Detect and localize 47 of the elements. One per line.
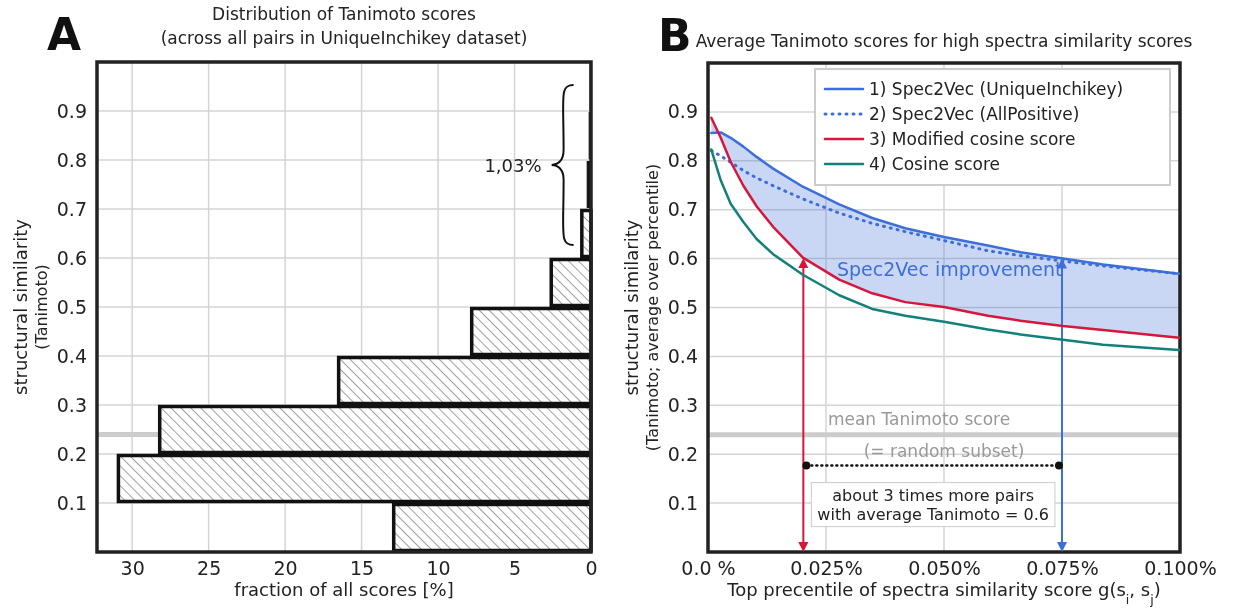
x-tick-label: 0.050%: [908, 557, 981, 580]
y-tick-label: 0.1: [667, 491, 698, 514]
chart-subtitle: (across all pairs in UniqueInchikey dataset): [160, 28, 528, 48]
x-tick-label: 0: [585, 557, 598, 580]
x-tick-label: 25: [197, 557, 222, 580]
y-tick-label: 0.3: [667, 393, 698, 416]
legend-label: 3) Modified cosine score: [869, 129, 1076, 149]
text: B: [658, 10, 692, 61]
y-tick-label: 0.5: [56, 295, 87, 318]
x-axis-title: fraction of all scores [%]: [234, 579, 454, 600]
y-tick-label: 0.9: [56, 99, 87, 122]
annotation: about 3 times more pairs with average Tanimoto = 0.6: [817, 485, 1049, 524]
y-tick-label: 0.7: [56, 197, 87, 220]
x-tick-label: 0.075%: [1026, 557, 1099, 580]
x-tick-label: 20: [273, 557, 298, 580]
legend-label: 4) Cosine score: [869, 154, 1001, 174]
x-tick-label: 5: [508, 557, 522, 580]
y-tick-label: 0.4: [56, 344, 87, 367]
ref-line-label: mean Tanimoto score (= random subset): [827, 408, 1025, 461]
y-tick-label: 0.6: [56, 246, 87, 269]
y-tick-label: 0.8: [667, 149, 698, 172]
y-tick-label: 0.9: [667, 100, 698, 123]
y-axis-title: structural similarity (Tanimoto): [10, 218, 51, 395]
y-tick-label: 0.3: [56, 393, 87, 416]
annotation: 1,03%: [484, 154, 542, 176]
x-tick-label: 0.025%: [790, 557, 863, 580]
y-tick-label: 0.7: [667, 198, 698, 221]
y-tick-label: 0.2: [56, 442, 87, 465]
chart-title: Average Tanimoto scores for high spectra similarity scores: [695, 31, 1193, 51]
x-tick-label: 30: [120, 557, 145, 580]
legend-label: 1) Spec2Vec (UniqueInchikey): [869, 79, 1124, 99]
x-tick-label: 15: [349, 557, 375, 580]
x-tick-label: 0.100%: [1144, 557, 1217, 580]
x-tick-label: 0.0 %: [681, 557, 736, 580]
annotation: Spec2Vec improvement: [836, 258, 1063, 281]
chart-title: Distribution of Tanimoto scores: [212, 4, 477, 24]
legend-label: 2) Spec2Vec (AllPositive): [869, 104, 1080, 124]
text: A: [47, 9, 82, 60]
y-tick-label: 0.1: [56, 491, 87, 514]
y-axis-title: structural similarity (Tanimoto; average over percentile): [621, 163, 662, 452]
y-tick-label: 0.5: [667, 296, 698, 319]
x-axis-title: Top precentile of spectra similarity score g(s$_{i}$, s$_{j}$): [726, 579, 1161, 607]
y-tick-label: 0.2: [667, 442, 698, 465]
y-tick-label: 0.8: [56, 148, 87, 171]
y-tick-label: 0.4: [667, 344, 698, 367]
x-tick-label: 10: [426, 557, 451, 580]
y-tick-label: 0.6: [667, 247, 698, 270]
